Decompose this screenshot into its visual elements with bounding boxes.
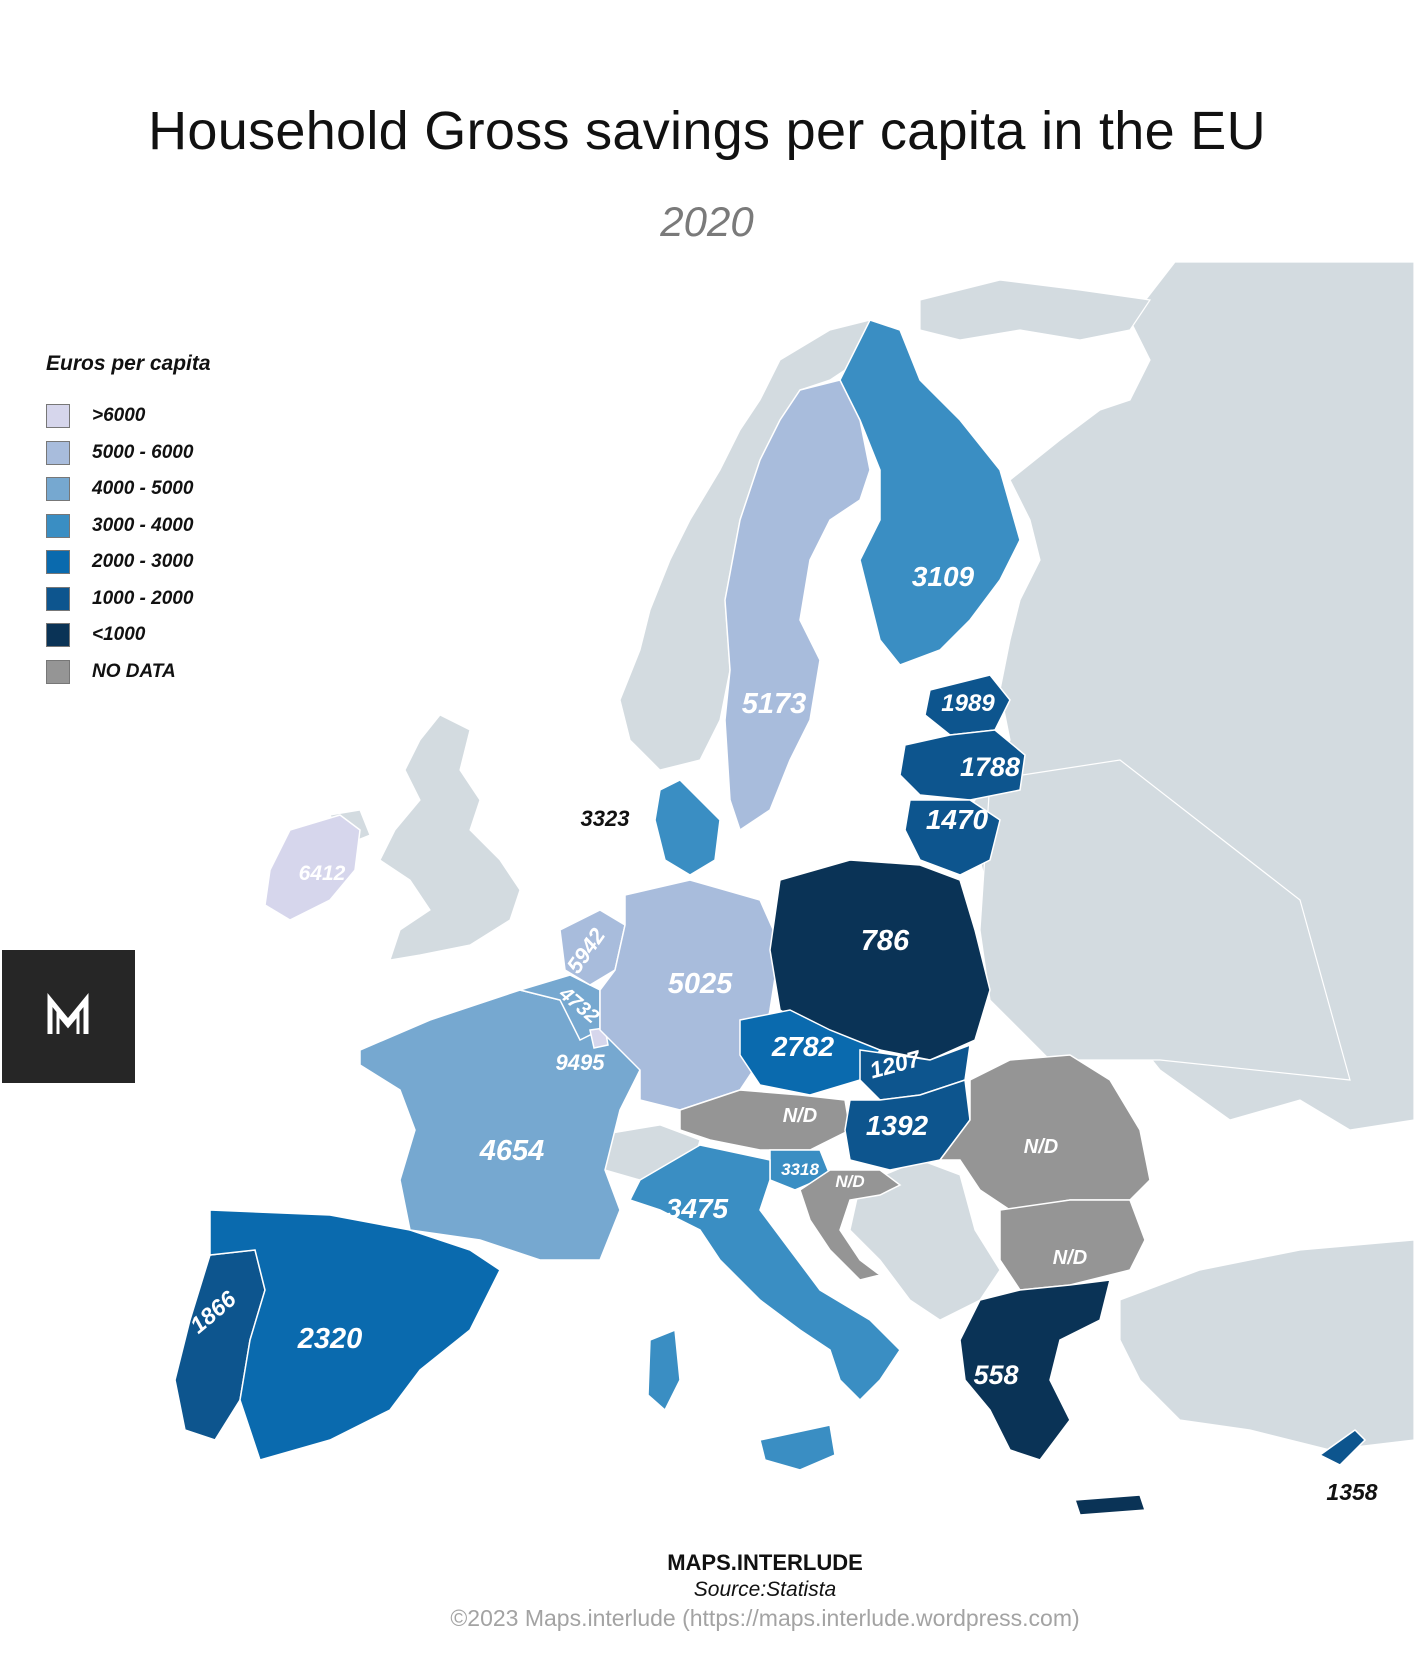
country-poland[interactable] [769,859,991,1061]
country-romania[interactable] [938,1054,1151,1211]
country-finland[interactable] [839,319,1021,666]
country-ireland[interactable] [264,814,361,921]
value-label-romania: N/D [1024,1136,1058,1158]
legend-item: <1000 [46,617,286,654]
value-label-ireland: 6412 [299,862,346,885]
legend-item: 1000 - 2000 [46,581,286,618]
legend-swatch [46,477,70,502]
value-label-croatia: N/D [835,1172,864,1191]
footer-source: Source:Statista [693,1578,837,1601]
logo-m-icon [47,992,89,1034]
legend-swatch [46,659,70,684]
legend-swatch [46,404,70,429]
legend-label: 4000 - 5000 [92,478,194,500]
country-austria[interactable] [679,1089,851,1151]
value-label-estonia: 1989 [941,690,995,717]
value-label-hungary: 1392 [866,1110,929,1141]
country-spain[interactable] [209,1209,501,1461]
legend-items: >6000 5000 - 6000 4000 - 5000 3000 - 4000 20… [46,398,286,690]
land-kola [919,279,1152,341]
country-greece[interactable] [959,1279,1111,1461]
country-lithuania[interactable] [904,799,1001,876]
country-bulgaria[interactable] [999,1199,1146,1291]
legend-title: Euros per capita [46,352,211,375]
legend-item: 3000 - 4000 [46,508,286,545]
value-label-france: 4654 [479,1135,545,1167]
footer-brand: MAPS.INTERLUDE [667,1550,863,1575]
value-label-latvia: 1788 [960,752,1020,782]
land-belarus-ukraine [979,759,1351,1081]
value-label-czechia: 2782 [771,1031,835,1062]
maps-interlude-logo [2,950,135,1083]
value-label-italy: 3475 [666,1193,729,1224]
value-label-denmark: 3323 [581,806,630,831]
map-title: Household Gross savings per capita in th… [148,101,1266,161]
legend-item: 2000 - 3000 [46,544,286,581]
legend-item: NO DATA [46,654,286,691]
country-latvia[interactable] [899,729,1026,801]
legend-label: NO DATA [92,660,176,682]
legend-label: 2000 - 3000 [92,551,194,573]
value-label-luxembourg: 9495 [556,1050,606,1075]
legend-label: 3000 - 4000 [92,514,194,536]
non-eu-land [329,261,1414,1451]
value-label-slovenia: 3318 [781,1160,819,1179]
legend-item: >6000 [46,398,286,435]
country-greece-crete[interactable] [1073,1494,1147,1516]
land-uk [379,714,521,961]
legend-label: 5000 - 6000 [92,441,194,463]
legend-swatch [46,623,70,648]
value-label-lithuania: 1470 [926,804,989,835]
land-turkey [1119,1239,1414,1451]
value-label-spain: 2320 [297,1323,363,1355]
value-label-cyprus: 1358 [1326,1479,1377,1505]
country-cyprus[interactable] [1318,1429,1367,1466]
value-label-greece: 558 [973,1360,1018,1390]
legend-label: 1000 - 2000 [92,587,194,609]
value-label-finland: 3109 [912,561,975,592]
value-label-bulgaria: N/D [1053,1247,1087,1269]
legend-swatch [46,440,70,465]
legend-label: >6000 [92,405,146,427]
country-denmark[interactable] [654,779,721,876]
legend-label: <1000 [92,624,146,646]
value-label-germany: 5025 [668,968,733,1000]
country-croatia[interactable] [799,1169,902,1281]
footer-copyright: ©2023 Maps.interlude (https://maps.inter… [450,1605,1080,1631]
country-italy-sicily[interactable] [759,1424,836,1471]
value-label-austria: N/D [783,1105,817,1127]
eu-countries [174,319,1367,1516]
legend-item: 4000 - 5000 [46,471,286,508]
map-subtitle: 2020 [660,198,754,245]
legend-item: 5000 - 6000 [46,435,286,472]
legend-swatch [46,586,70,611]
legend-swatch [46,513,70,538]
country-italy[interactable] [628,1144,901,1402]
country-sweden[interactable] [724,379,871,832]
value-label-poland: 786 [861,925,910,957]
legend: Euros per capita >6000 5000 - 6000 4000 - … [46,352,286,690]
value-label-sweden: 5173 [742,688,807,720]
legend-swatch [46,550,70,575]
country-italy-sardinia[interactable] [647,1328,681,1412]
